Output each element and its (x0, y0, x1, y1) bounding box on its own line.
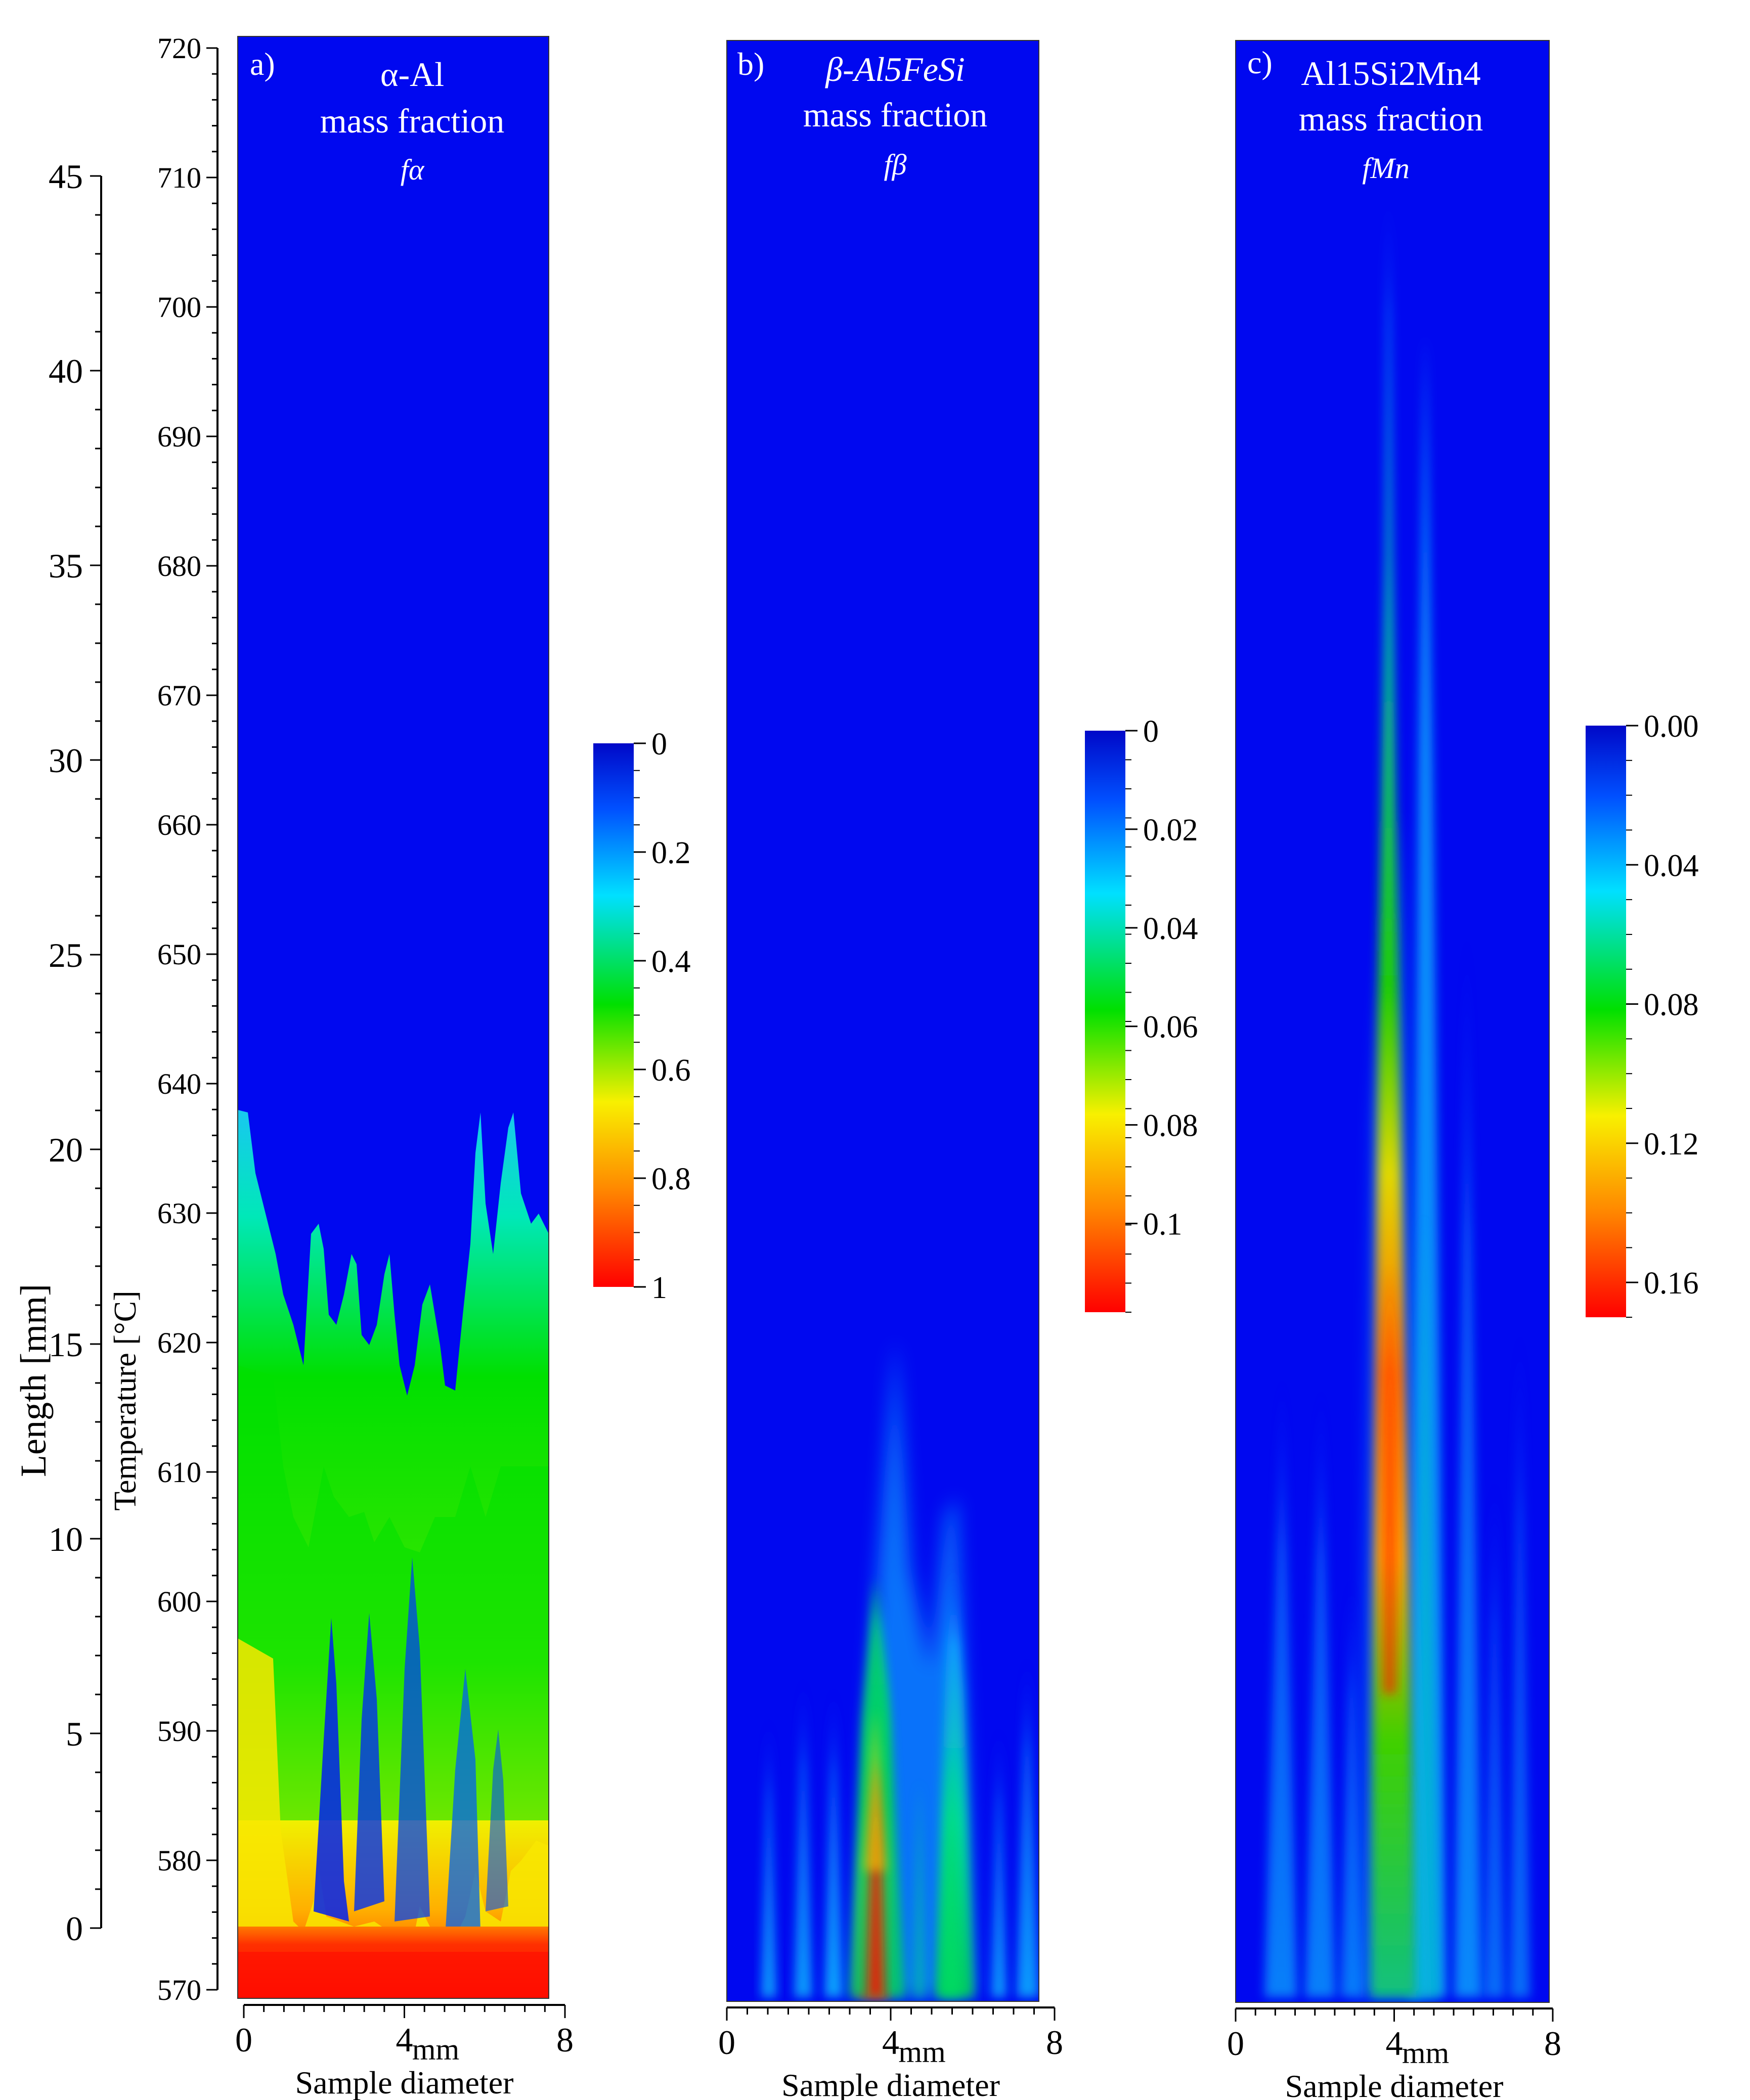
temperature-tick-label: 570 (157, 1974, 201, 2006)
length-tick-label: 20 (49, 1131, 83, 1169)
colorbar-tick-label: 0.08 (1143, 1109, 1198, 1143)
temperature-axis: 570 580 590 600 610 620 630 640 650 660 670 680 690 7… (157, 32, 218, 2006)
temperature-tick-label: 690 (157, 420, 201, 453)
x-axis-unit: mm (412, 2033, 459, 2066)
colorbar-tick-label: 0.4 (651, 945, 691, 979)
panel-a-colorbar: 0 0.2 0.4 0.6 0.8 1 (593, 727, 691, 1305)
temperature-tick-label: 620 (157, 1326, 201, 1359)
temperature-tick-label: 660 (157, 809, 201, 841)
temperature-tick-label: 610 (157, 1456, 201, 1489)
colorbar-tick-label: 0.12 (1644, 1127, 1699, 1161)
temperature-tick-label: 680 (157, 550, 201, 583)
panel-c-heatmap (1236, 40, 1549, 2002)
length-tick-label: 40 (49, 352, 83, 390)
panel-b-border (726, 40, 1039, 2002)
colorbar-tick-label: 0.16 (1644, 1266, 1699, 1301)
colorbar-tick-label: 0.2 (651, 836, 691, 870)
temperature-tick-label: 640 (157, 1067, 201, 1100)
panel-c-colorbar: 0.00 0.04 0.08 0.12 0.16 (1586, 709, 1699, 1318)
colorbar-tick-label: 0.04 (1644, 848, 1699, 883)
colorbar-tick-label: 0.6 (651, 1053, 691, 1088)
x-tick-label: 0 (1227, 2024, 1244, 2063)
x-tick-label: 4 (882, 2023, 899, 2062)
length-tick-label: 15 (49, 1325, 83, 1364)
colorbar-tick-label: 0.04 (1143, 912, 1198, 946)
colorbar-tick-label: 1 (651, 1271, 667, 1305)
length-tick-label: 45 (49, 157, 83, 196)
x-tick-label: 8 (556, 2021, 574, 2059)
colorbar-tick-label: 0.08 (1644, 988, 1699, 1022)
temperature-tick-label: 720 (157, 32, 201, 65)
colorbar-tick-label: 0.02 (1143, 813, 1198, 847)
length-tick-label: 35 (49, 547, 83, 585)
x-axis-unit: mm (898, 2035, 945, 2069)
x-axis-unit: mm (1402, 2036, 1449, 2070)
temperature-tick-label: 580 (157, 1844, 201, 1877)
panel-b-title-line2: mass fraction (803, 96, 987, 134)
length-axis: 0 5 10 15 20 25 30 35 40 45 (49, 157, 102, 1948)
colorbar-tick-label: 0.8 (651, 1162, 691, 1196)
length-tick-label: 0 (66, 1909, 83, 1948)
panel-b-title-line1: β-Al5FeSi (824, 50, 965, 88)
x-tick-label: 0 (718, 2023, 735, 2062)
temperature-axis-label: Temperature [°C] (108, 1290, 143, 1510)
panel-c-title-line2: mass fraction (1299, 100, 1483, 138)
temperature-tick-label: 670 (157, 679, 201, 712)
length-axis-label: Length [mm] (13, 1284, 54, 1477)
x-tick-label: 0 (235, 2021, 252, 2059)
panel-b-symbol: fβ (884, 148, 906, 181)
x-axis-label: Sample diameter (781, 2067, 1000, 2100)
length-tick-label: 5 (66, 1715, 83, 1753)
panel-a-title-line2: mass fraction (320, 102, 504, 140)
x-axis-label: Sample diameter (1285, 2068, 1504, 2100)
colorbar-tick-label: 0 (1143, 714, 1159, 749)
x-tick-label: 8 (1544, 2024, 1561, 2063)
panel-b-letter: b) (737, 46, 764, 82)
x-tick-label: 4 (1386, 2024, 1403, 2063)
length-tick-label: 10 (49, 1520, 83, 1558)
colorbar-tick-label: 0 (651, 727, 667, 762)
temperature-tick-label: 700 (157, 291, 201, 324)
panel-a-symbol: fα (401, 153, 425, 186)
temperature-tick-label: 650 (157, 938, 201, 971)
x-axis-label: Sample diameter (295, 2065, 514, 2100)
temperature-tick-label: 590 (157, 1715, 201, 1748)
panel-c-symbol: fMn (1362, 152, 1409, 185)
colorbar-tick-label: 0.1 (1143, 1208, 1183, 1242)
colorbar-tick-label: 0.00 (1644, 709, 1699, 744)
panel-b-heatmap (727, 40, 1039, 2001)
length-tick-label: 25 (49, 936, 83, 974)
panel-a-border (237, 36, 549, 1999)
panel-c-border (1235, 40, 1550, 2003)
panel-a-letter: a) (250, 46, 275, 82)
panel-c-letter: c) (1247, 44, 1273, 80)
panel-c-title-line1: Al15Si2Mn4 (1301, 54, 1480, 93)
temperature-tick-label: 600 (157, 1585, 201, 1618)
length-tick-label: 30 (49, 741, 83, 780)
x-tick-label: 8 (1046, 2023, 1063, 2062)
panel-b-colorbar: 0 0.02 0.04 0.06 0.08 0.1 (1085, 714, 1198, 1313)
panel-a-title-line1: α-Al (380, 55, 444, 94)
panel-a-heatmap (238, 36, 549, 1998)
x-tick-label: 4 (396, 2021, 413, 2059)
temperature-tick-label: 710 (157, 161, 201, 194)
temperature-tick-label: 630 (157, 1197, 201, 1230)
colorbar-tick-label: 0.06 (1143, 1010, 1198, 1045)
